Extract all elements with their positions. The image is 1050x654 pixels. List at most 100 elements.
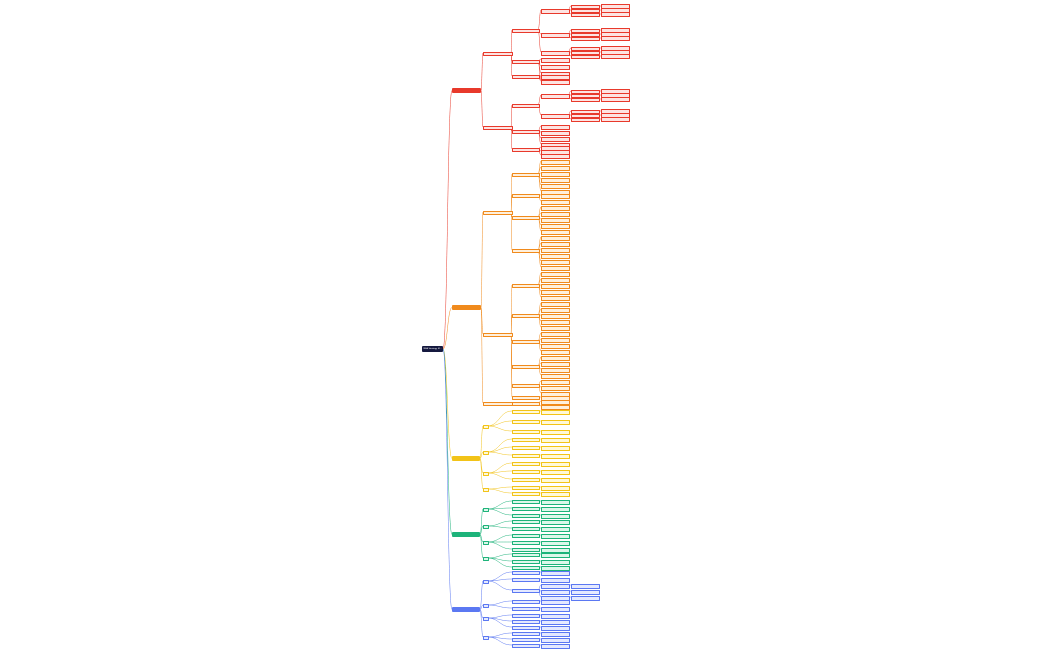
leaf-node[interactable] [541,500,570,505]
topic-node[interactable] [512,314,540,318]
note-node[interactable] [601,97,630,102]
leaf-node[interactable] [541,200,570,205]
leaf-node[interactable] [541,514,570,519]
leaf-node[interactable] [541,172,570,177]
leaf-node[interactable] [541,332,570,337]
leaf-node[interactable] [541,446,570,451]
topic-node[interactable] [512,410,540,414]
leaf-node[interactable] [541,571,570,576]
leaf-node[interactable] [541,462,570,467]
detail-node[interactable] [571,33,600,37]
leaf-node[interactable] [541,420,570,425]
leaf-node[interactable] [541,94,570,99]
leaf-node[interactable] [541,632,570,637]
leaf-node[interactable] [541,600,570,605]
detail-node[interactable] [571,98,600,102]
leaf-node[interactable] [541,534,570,539]
subtopic-node[interactable] [483,402,513,406]
topic-node[interactable] [512,614,540,618]
subtopic-node[interactable] [483,636,489,640]
detail-node[interactable] [571,9,600,13]
subtopic-node[interactable] [483,557,489,561]
leaf-node[interactable] [541,590,570,595]
leaf-node[interactable] [541,438,570,443]
leaf-node[interactable] [541,350,570,355]
subtopic-node[interactable] [483,472,489,476]
leaf-node[interactable] [541,478,570,483]
subtopic-node[interactable] [483,617,489,621]
leaf-node[interactable] [541,242,570,247]
detail-node[interactable] [571,118,600,122]
leaf-node[interactable] [541,206,570,211]
leaf-node[interactable] [541,254,570,259]
leaf-node[interactable] [541,137,570,142]
leaf-node[interactable] [541,626,570,631]
topic-node[interactable] [512,560,540,564]
leaf-node[interactable] [541,486,570,491]
detail-node[interactable] [571,13,600,17]
topic-node[interactable] [512,284,540,288]
detail-node[interactable] [571,55,600,59]
leaf-node[interactable] [541,75,570,80]
topic-node[interactable] [512,644,540,648]
leaf-node[interactable] [541,356,570,361]
topic-node[interactable] [512,600,540,604]
detail-node[interactable] [571,590,600,595]
leaf-node[interactable] [541,51,570,56]
note-node[interactable] [601,117,630,122]
leaf-node[interactable] [541,266,570,271]
subtopic-node[interactable] [483,126,513,130]
leaf-node[interactable] [541,338,570,343]
leaf-node[interactable] [541,578,570,583]
subtopic-node[interactable] [483,211,513,215]
leaf-node[interactable] [541,230,570,235]
leaf-node[interactable] [541,320,570,325]
topic-node[interactable] [512,75,540,79]
topic-node[interactable] [512,500,540,504]
subtopic-node[interactable] [483,52,513,56]
leaf-node[interactable] [541,400,570,405]
detail-node[interactable] [571,110,600,114]
topic-node[interactable] [512,541,540,545]
leaf-node[interactable] [541,160,570,165]
leaf-node[interactable] [541,362,570,367]
topic-node[interactable] [512,384,540,388]
topic-node[interactable] [512,396,540,400]
topic-node[interactable] [512,446,540,450]
topic-node[interactable] [512,571,540,575]
leaf-node[interactable] [541,553,570,558]
leaf-node[interactable] [541,507,570,512]
topic-node[interactable] [512,148,540,152]
leaf-node[interactable] [541,405,570,410]
leaf-node[interactable] [541,302,570,307]
topic-node[interactable] [512,589,540,593]
detail-node[interactable] [571,29,600,33]
topic-node[interactable] [512,29,540,33]
topic-node[interactable] [512,507,540,511]
topic-node[interactable] [512,632,540,636]
leaf-node[interactable] [541,80,570,85]
subtopic-node[interactable] [483,425,489,429]
branch-node-4[interactable] [452,532,480,537]
leaf-node[interactable] [541,278,570,283]
leaf-node[interactable] [541,470,570,475]
topic-node[interactable] [512,607,540,611]
topic-node[interactable] [512,430,540,434]
leaf-node[interactable] [541,527,570,532]
leaf-node[interactable] [541,166,570,171]
topic-node[interactable] [512,566,540,570]
note-node[interactable] [601,54,630,59]
topic-node[interactable] [512,534,540,538]
topic-node[interactable] [512,173,540,177]
subtopic-node[interactable] [483,541,489,545]
leaf-node[interactable] [541,184,570,189]
leaf-node[interactable] [541,368,570,373]
topic-node[interactable] [512,194,540,198]
topic-node[interactable] [512,520,540,524]
topic-node[interactable] [512,626,540,630]
leaf-node[interactable] [541,638,570,643]
leaf-node[interactable] [541,224,570,229]
leaf-node[interactable] [541,248,570,253]
leaf-node[interactable] [541,620,570,625]
topic-node[interactable] [512,514,540,518]
